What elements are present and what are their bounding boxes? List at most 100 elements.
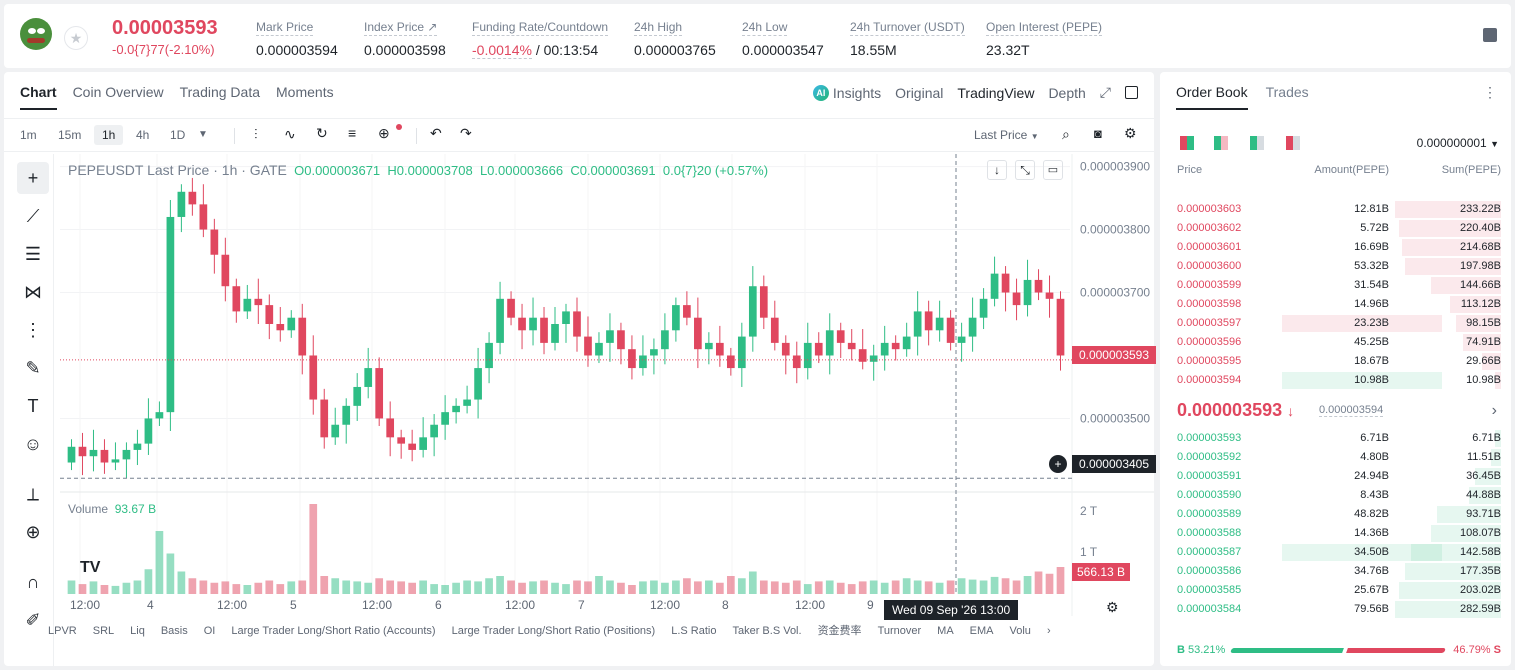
book-icon[interactable] xyxy=(1483,28,1497,42)
camera-icon[interactable]: ◙ xyxy=(1094,126,1102,141)
fullscreen-icon[interactable]: ▭ xyxy=(1043,160,1063,180)
view-depth-icon[interactable] xyxy=(1286,136,1300,150)
bid-row[interactable]: 0.000003588 14.36B 108.07B xyxy=(1160,524,1511,543)
row-price: 0.000003593 xyxy=(1177,432,1242,444)
window-icon[interactable] xyxy=(1125,86,1138,99)
ind-oi[interactable]: OI xyxy=(203,625,216,637)
text-icon[interactable]: T xyxy=(27,396,39,416)
expand-icon[interactable]: ⤢ xyxy=(1099,84,1111,100)
bid-row[interactable]: 0.000003590 8.43B 44.88B xyxy=(1160,486,1511,505)
row-sum: 282.59B xyxy=(1460,603,1501,615)
tf-1m[interactable]: 1m xyxy=(20,128,37,142)
emoji-icon[interactable]: ☺ xyxy=(23,434,43,454)
view-bids-icon[interactable] xyxy=(1214,136,1228,150)
tab-chart[interactable]: Chart xyxy=(20,84,57,110)
ask-row[interactable]: 0.000003599 31.54B 144.66B xyxy=(1160,276,1511,295)
settings-icon[interactable]: ⚙ xyxy=(1106,599,1119,615)
ask-row[interactable]: 0.000003598 14.96B 113.12B xyxy=(1160,295,1511,314)
tab-tradingview[interactable]: TradingView xyxy=(957,84,1035,101)
bid-row[interactable]: 0.000003587 34.50B 142.58B xyxy=(1160,543,1511,562)
ask-row[interactable]: 0.000003594 10.98B 10.98B xyxy=(1160,371,1511,390)
ruler-icon[interactable]: ⟂ xyxy=(26,484,39,504)
precision-select[interactable]: 0.000000001 ▼ xyxy=(1416,136,1499,150)
tab-moments[interactable]: Moments xyxy=(276,84,334,100)
more-icon[interactable]: ⋮ xyxy=(1483,84,1497,100)
bid-row[interactable]: 0.000003585 25.67B 203.02B xyxy=(1160,581,1511,600)
bid-row[interactable]: 0.000003586 34.76B 177.35B xyxy=(1160,562,1511,581)
ind-ma[interactable]: MA xyxy=(937,625,954,637)
ask-row[interactable]: 0.000003603 12.81B 233.22B xyxy=(1160,200,1511,219)
tab-depth[interactable]: Depth xyxy=(1048,84,1086,101)
pencil-icon[interactable]: ✐ xyxy=(25,610,41,630)
tab-trading-data[interactable]: Trading Data xyxy=(179,84,261,100)
candle-body xyxy=(331,424,340,438)
tf-1d[interactable]: 1D xyxy=(170,128,186,142)
ind-ltlsr-positions[interactable]: Large Trader Long/Short Ratio (Positions… xyxy=(451,625,656,637)
volume-bar xyxy=(1034,571,1043,594)
arrow-down-icon[interactable]: ↓ xyxy=(987,160,1007,180)
tf-1h[interactable]: 1h xyxy=(94,125,124,145)
zoom-icon[interactable]: ⊕ xyxy=(25,522,41,542)
pattern-icon[interactable]: ⋈ xyxy=(24,282,42,302)
tab-coin-overview[interactable]: Coin Overview xyxy=(72,84,164,100)
add-alert-icon[interactable]: ⊕ xyxy=(378,125,390,141)
crosshair-icon[interactable]: + xyxy=(17,162,49,194)
chevron-right-icon[interactable]: › xyxy=(1046,625,1051,637)
bid-row[interactable]: 0.000003591 24.94B 36.45B xyxy=(1160,467,1511,486)
bid-row[interactable]: 0.000003593 6.71B 6.71B xyxy=(1160,429,1511,448)
chevron-right-icon[interactable]: › xyxy=(1491,402,1497,419)
ind-funding-rate[interactable]: 资金费率 xyxy=(817,625,862,637)
add-plus-icon[interactable]: + xyxy=(1049,455,1067,473)
tab-trades[interactable]: Trades xyxy=(1265,84,1309,100)
ask-row[interactable]: 0.000003601 16.69B 214.68B xyxy=(1160,238,1511,257)
tab-order-book[interactable]: Order Book xyxy=(1176,84,1248,110)
gear-icon[interactable]: ⚙ xyxy=(1124,125,1137,141)
tab-original[interactable]: Original xyxy=(895,84,944,101)
ind-volu[interactable]: Volu xyxy=(1009,625,1031,637)
view-asks-icon[interactable] xyxy=(1250,136,1264,150)
template-icon[interactable]: ≡ xyxy=(348,125,357,141)
depth-bar xyxy=(1475,468,1501,485)
horizontal-lines-icon[interactable]: ☰ xyxy=(24,244,42,264)
tf-4h[interactable]: 4h xyxy=(136,128,150,142)
bid-row[interactable]: 0.000003592 4.80B 11.51B xyxy=(1160,448,1511,467)
chevron-down-icon[interactable]: ▼ xyxy=(198,129,208,140)
ind-ltlsr-accounts[interactable]: Large Trader Long/Short Ratio (Accounts) xyxy=(231,625,436,637)
search-icon[interactable]: ⌕ xyxy=(1062,126,1070,142)
collapse-icon[interactable]: ⤡ xyxy=(1015,160,1035,180)
compare-icon[interactable]: ↻ xyxy=(316,125,328,141)
ind-basis[interactable]: Basis xyxy=(160,625,188,637)
ask-row[interactable]: 0.000003602 5.72B 220.40B xyxy=(1160,219,1511,238)
ind-ls-ratio[interactable]: L.S Ratio xyxy=(671,625,717,637)
ask-row[interactable]: 0.000003596 45.25B 74.91B xyxy=(1160,333,1511,352)
tab-insights[interactable]: AI Insights xyxy=(812,84,881,101)
brush-icon[interactable]: ✎ xyxy=(25,358,41,378)
bid-row[interactable]: 0.000003584 79.56B 282.59B xyxy=(1160,600,1511,619)
price-type-select[interactable]: Last Price ▼ xyxy=(974,128,1039,142)
tf-15m[interactable]: 15m xyxy=(58,128,82,142)
candle-body xyxy=(122,449,131,460)
candle-body xyxy=(166,216,175,413)
fib-icon[interactable]: ⋮ xyxy=(24,320,42,340)
indicators-icon[interactable]: ∿ xyxy=(284,126,296,142)
ind-turnover[interactable]: Turnover xyxy=(877,625,922,637)
undo-icon[interactable]: ↶ xyxy=(430,125,442,141)
row-amount: 12.81B xyxy=(1354,203,1389,215)
candlestick-chart[interactable]: 0.000003900 0.000003800 0.000003700 0.00000… xyxy=(60,154,1154,616)
index-price-stat[interactable]: Index Price ↗ 0.000003598 xyxy=(364,20,446,58)
ind-liq[interactable]: Liq xyxy=(130,625,145,637)
ind-srl[interactable]: SRL xyxy=(92,625,115,637)
redo-icon[interactable]: ↷ xyxy=(460,125,472,141)
magnet-icon[interactable]: ∩ xyxy=(26,572,40,592)
trendline-icon[interactable]: ⟋ xyxy=(26,206,40,226)
ask-row[interactable]: 0.000003597 23.23B 98.15B xyxy=(1160,314,1511,333)
view-both-icon[interactable] xyxy=(1180,136,1194,150)
ask-row[interactable]: 0.000003595 18.67B 29.66B xyxy=(1160,352,1511,371)
ind-taker-vol[interactable]: Taker B.S Vol. xyxy=(732,625,802,637)
ind-lpvr[interactable]: LPVR xyxy=(48,625,77,637)
bid-row[interactable]: 0.000003589 48.82B 93.71B xyxy=(1160,505,1511,524)
favorite-star-icon[interactable]: ★ xyxy=(64,26,88,50)
ind-ema[interactable]: EMA xyxy=(969,625,994,637)
ask-row[interactable]: 0.000003600 53.32B 197.98B xyxy=(1160,257,1511,276)
candle-type-icon[interactable]: ⫶ xyxy=(254,126,258,142)
